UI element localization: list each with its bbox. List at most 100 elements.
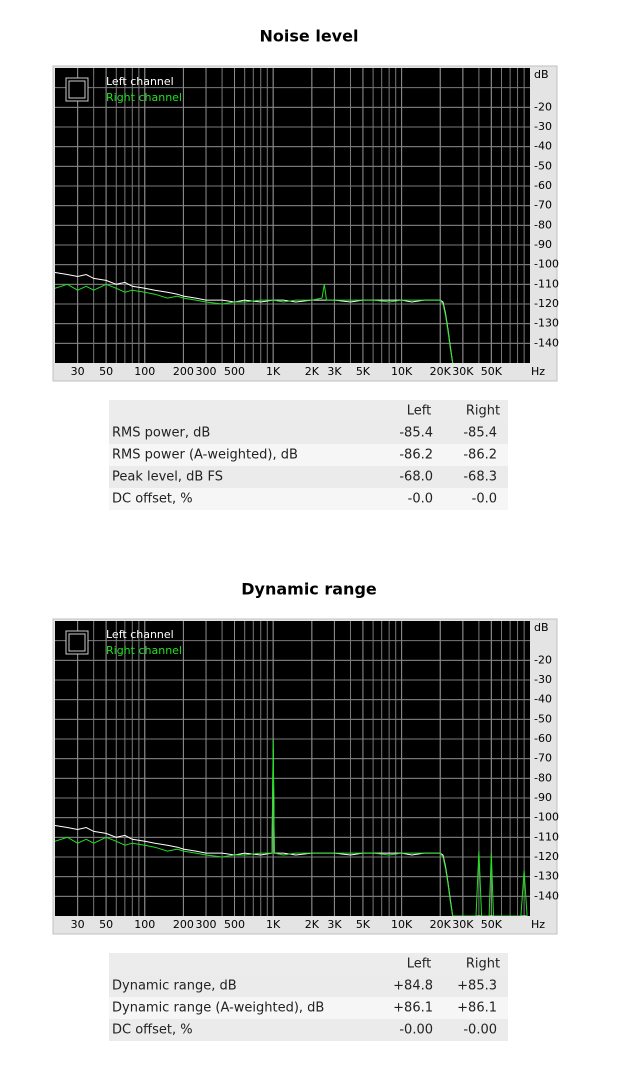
- x-tick-label: 30K: [452, 918, 474, 931]
- column-header: Right: [466, 957, 500, 972]
- series-line: [55, 748, 528, 916]
- y-tick-label: -50: [534, 712, 552, 725]
- x-tick-label: 30: [71, 918, 85, 931]
- x-tick-label: 10K: [391, 365, 413, 378]
- cell: -86.2: [463, 448, 497, 463]
- plot-area: [55, 621, 530, 916]
- table-row: [109, 997, 508, 1019]
- y-tick-label: -110: [534, 277, 559, 290]
- table-header: [109, 953, 508, 975]
- y-tick-label: -30: [534, 673, 552, 686]
- y-tick-label: -40: [534, 140, 552, 153]
- x-tick-label: 50: [99, 365, 113, 378]
- y-tick-label: -100: [534, 811, 559, 824]
- table-row: [109, 466, 508, 488]
- chart-title: Dynamic range: [241, 580, 377, 599]
- row-label: Dynamic range, dB: [112, 979, 237, 994]
- y-tick-label: -140: [534, 336, 559, 349]
- legend-icon: [65, 77, 89, 102]
- y-tick-label: -70: [534, 752, 552, 765]
- y-tick-label: -20: [534, 100, 552, 113]
- x-tick-label: 1K: [266, 918, 281, 931]
- x-tick-label: 200: [173, 918, 194, 931]
- y-tick-label: -80: [534, 218, 552, 231]
- cell: +84.8: [393, 979, 433, 994]
- y-tick-label: -130: [534, 870, 559, 883]
- table-header: [109, 400, 508, 422]
- y-axis-label: dB: [534, 621, 549, 634]
- y-tick-label: -30: [534, 120, 552, 133]
- y-tick-label: -130: [534, 317, 559, 330]
- cell: -0.0: [408, 492, 433, 507]
- legend-label: Right channel: [106, 91, 182, 104]
- column-header: Right: [466, 404, 500, 419]
- x-tick-label: 10K: [391, 918, 413, 931]
- y-tick-label: -140: [534, 889, 559, 902]
- x-tick-label: 2K: [305, 365, 320, 378]
- x-tick-label: 500: [224, 918, 245, 931]
- x-tick-label: 20K: [430, 918, 452, 931]
- y-tick-label: -60: [534, 732, 552, 745]
- table-row: [109, 975, 508, 997]
- legend-icon-inner: [68, 633, 86, 652]
- y-tick-label: -50: [534, 159, 552, 172]
- table-row: [109, 488, 508, 510]
- row-label: DC offset, %: [112, 1023, 193, 1038]
- legend-icon: [65, 630, 89, 655]
- cell: -0.00: [399, 1023, 433, 1038]
- cell: -68.0: [399, 470, 433, 485]
- y-tick-label: -90: [534, 791, 552, 804]
- table-row: [109, 422, 508, 444]
- y-tick-label: -80: [534, 771, 552, 784]
- x-tick-label: 50K: [481, 918, 503, 931]
- x-tick-label: 5K: [356, 365, 371, 378]
- x-tick-label: 500: [224, 365, 245, 378]
- cell: +86.1: [393, 1001, 433, 1016]
- cell: -86.2: [399, 448, 433, 463]
- series-line: [55, 283, 454, 363]
- cell: +86.1: [457, 1001, 497, 1016]
- x-tick-label: 2K: [305, 918, 320, 931]
- legend-label: Left channel: [106, 75, 174, 88]
- x-tick-label: 3K: [327, 918, 342, 931]
- legend-icon-inner: [68, 80, 86, 99]
- table-row: [109, 1019, 508, 1041]
- chart-title: Noise level: [260, 27, 359, 46]
- row-label: RMS power (A-weighted), dB: [112, 448, 298, 463]
- x-tick-label: 200: [173, 365, 194, 378]
- y-tick-label: -60: [534, 179, 552, 192]
- y-tick-label: -20: [534, 653, 552, 666]
- x-tick-label: 100: [134, 365, 155, 378]
- cell: -0.00: [463, 1023, 497, 1038]
- x-tick-label: 50K: [481, 365, 503, 378]
- y-tick-label: -40: [534, 693, 552, 706]
- y-tick-label: -100: [534, 258, 559, 271]
- row-label: Dynamic range (A-weighted), dB: [112, 1001, 324, 1016]
- y-tick-label: -120: [534, 297, 559, 310]
- row-label: RMS power, dB: [112, 426, 210, 441]
- x-tick-label: 300: [196, 918, 217, 931]
- y-tick-label: -120: [534, 850, 559, 863]
- x-tick-label: 30: [71, 365, 85, 378]
- y-tick-label: -90: [534, 238, 552, 251]
- x-tick-label: 5K: [356, 918, 371, 931]
- legend-label: Left channel: [106, 628, 174, 641]
- y-axis-label: dB: [534, 68, 549, 81]
- cell: -0.0: [472, 492, 497, 507]
- cell: +85.3: [457, 979, 497, 994]
- x-tick-label: 1K: [266, 365, 281, 378]
- x-tick-label: 30K: [452, 365, 474, 378]
- cell: -85.4: [463, 426, 497, 441]
- x-axis-label: Hz: [531, 365, 545, 378]
- cell: -68.3: [463, 470, 497, 485]
- x-tick-label: 50: [99, 918, 113, 931]
- column-header: Left: [407, 957, 431, 972]
- legend-label: Right channel: [106, 644, 182, 657]
- cell: -85.4: [399, 426, 433, 441]
- row-label: Peak level, dB FS: [112, 470, 223, 485]
- series-line: [55, 738, 528, 916]
- x-tick-label: 3K: [327, 365, 342, 378]
- row-label: DC offset, %: [112, 492, 193, 507]
- y-tick-label: -70: [534, 199, 552, 212]
